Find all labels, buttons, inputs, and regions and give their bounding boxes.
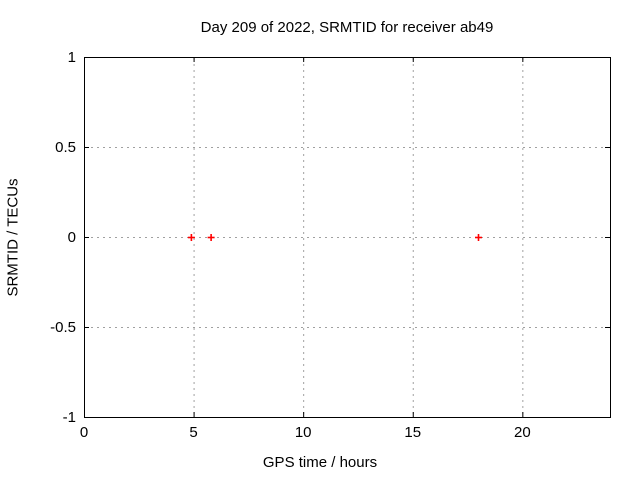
x-tick-label: 10 [294,424,312,441]
x-tick-label: 20 [513,424,531,441]
y-tick-label: 0 [67,229,76,246]
y-tick-label: 0.5 [55,139,76,156]
y-tick-label: -1 [62,409,76,426]
chart-title: Day 209 of 2022, SRMTID for receiver ab4… [200,19,494,36]
x-axis-title: GPS time / hours [262,454,378,471]
x-tick-label: 5 [189,424,198,441]
plot-border [84,57,611,418]
y-tick-label: -0.5 [50,319,76,336]
x-tick-label: 0 [79,424,89,441]
y-tick-label: 1 [67,49,76,66]
x-tick-label: 15 [404,424,422,441]
